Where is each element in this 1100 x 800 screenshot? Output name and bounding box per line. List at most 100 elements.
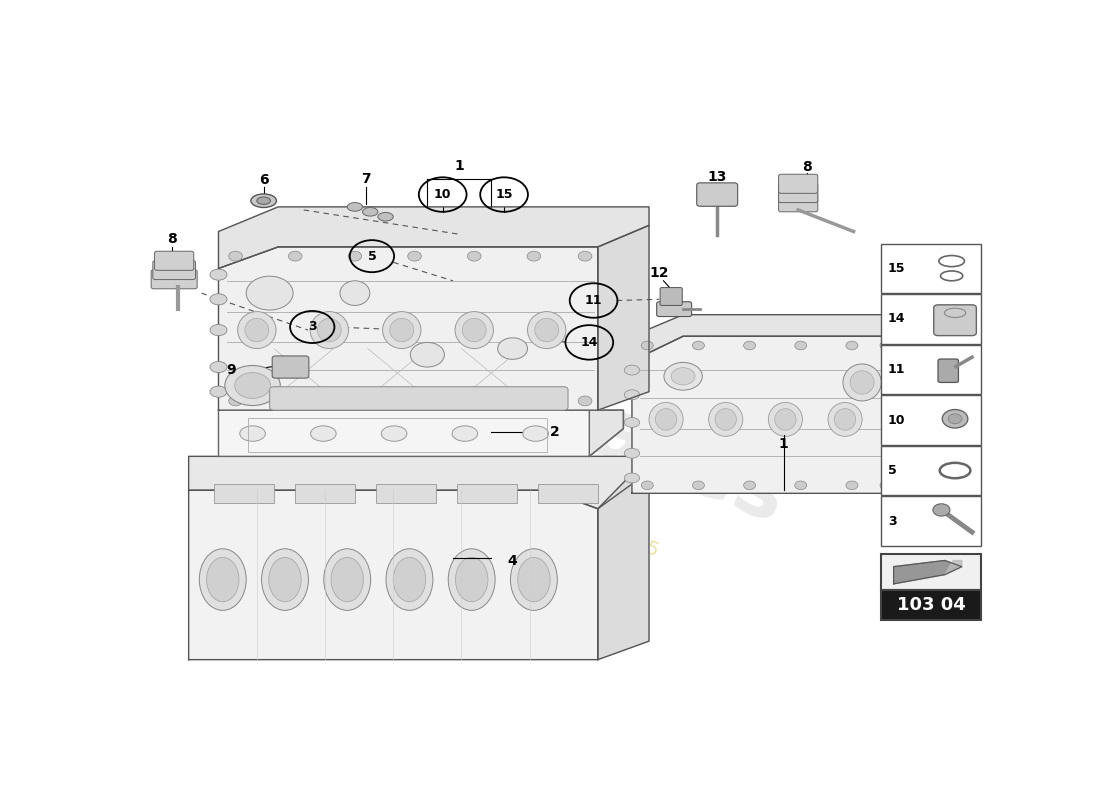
Ellipse shape xyxy=(625,390,639,400)
Circle shape xyxy=(693,341,704,350)
Ellipse shape xyxy=(850,370,875,394)
Circle shape xyxy=(579,396,592,406)
Ellipse shape xyxy=(671,368,695,385)
Ellipse shape xyxy=(210,362,227,373)
Circle shape xyxy=(795,481,806,490)
Polygon shape xyxy=(219,247,598,410)
Bar xyxy=(376,484,436,502)
FancyBboxPatch shape xyxy=(270,386,568,410)
Text: 7: 7 xyxy=(361,172,371,186)
FancyBboxPatch shape xyxy=(779,193,817,212)
Bar xyxy=(881,446,981,495)
FancyBboxPatch shape xyxy=(660,287,682,306)
Ellipse shape xyxy=(389,318,414,342)
Circle shape xyxy=(880,481,892,490)
Bar xyxy=(881,395,981,445)
Circle shape xyxy=(846,481,858,490)
Text: 3: 3 xyxy=(308,321,317,334)
Circle shape xyxy=(468,251,481,261)
Circle shape xyxy=(468,396,481,406)
Ellipse shape xyxy=(323,549,371,610)
Ellipse shape xyxy=(246,276,293,310)
Ellipse shape xyxy=(331,558,363,602)
Polygon shape xyxy=(631,314,938,361)
Text: 14: 14 xyxy=(888,313,905,326)
Bar xyxy=(295,484,355,502)
Polygon shape xyxy=(189,456,649,509)
Bar xyxy=(214,484,274,502)
Polygon shape xyxy=(219,207,649,269)
Ellipse shape xyxy=(382,426,407,442)
Ellipse shape xyxy=(664,362,702,390)
FancyBboxPatch shape xyxy=(272,356,309,378)
Polygon shape xyxy=(631,336,896,494)
Text: 4: 4 xyxy=(508,554,517,568)
Polygon shape xyxy=(590,410,624,456)
Bar xyxy=(881,294,981,344)
Text: 15: 15 xyxy=(495,188,513,201)
Ellipse shape xyxy=(625,473,639,483)
Ellipse shape xyxy=(234,373,271,398)
FancyBboxPatch shape xyxy=(657,302,692,317)
Text: 103 04: 103 04 xyxy=(896,596,966,614)
Bar xyxy=(881,554,981,590)
Ellipse shape xyxy=(251,194,276,207)
Text: 11: 11 xyxy=(585,294,603,307)
Ellipse shape xyxy=(943,410,968,428)
FancyBboxPatch shape xyxy=(154,251,194,270)
Ellipse shape xyxy=(535,318,559,342)
Ellipse shape xyxy=(497,338,528,359)
Ellipse shape xyxy=(843,364,881,401)
Ellipse shape xyxy=(528,311,565,349)
Ellipse shape xyxy=(383,311,421,349)
Ellipse shape xyxy=(768,402,802,436)
Ellipse shape xyxy=(715,409,736,430)
Bar xyxy=(881,590,981,619)
Text: 5: 5 xyxy=(888,464,896,477)
Ellipse shape xyxy=(625,365,639,375)
Bar xyxy=(881,496,981,546)
Ellipse shape xyxy=(410,342,444,367)
Ellipse shape xyxy=(455,311,494,349)
Bar xyxy=(881,345,981,394)
Ellipse shape xyxy=(452,426,477,442)
Text: 10: 10 xyxy=(888,414,905,426)
Ellipse shape xyxy=(378,213,394,221)
Ellipse shape xyxy=(835,409,856,430)
Text: 15: 15 xyxy=(888,262,905,275)
Text: 10: 10 xyxy=(433,188,451,201)
FancyBboxPatch shape xyxy=(934,305,977,336)
Ellipse shape xyxy=(828,402,862,436)
Ellipse shape xyxy=(948,414,961,424)
Ellipse shape xyxy=(210,386,227,398)
Ellipse shape xyxy=(245,318,268,342)
Circle shape xyxy=(408,251,421,261)
Circle shape xyxy=(229,396,242,406)
FancyBboxPatch shape xyxy=(938,359,958,382)
Circle shape xyxy=(744,341,756,350)
Text: 14: 14 xyxy=(581,336,598,349)
FancyBboxPatch shape xyxy=(151,270,197,289)
Ellipse shape xyxy=(386,549,433,610)
Ellipse shape xyxy=(455,558,488,602)
Text: 8: 8 xyxy=(802,160,812,174)
Circle shape xyxy=(527,251,541,261)
Ellipse shape xyxy=(448,549,495,610)
Ellipse shape xyxy=(363,207,378,216)
Text: 11: 11 xyxy=(888,363,905,376)
Bar xyxy=(881,244,981,293)
Polygon shape xyxy=(896,314,938,494)
Text: 1: 1 xyxy=(779,437,789,451)
Circle shape xyxy=(288,251,302,261)
Text: 1: 1 xyxy=(454,158,464,173)
Circle shape xyxy=(693,481,704,490)
Circle shape xyxy=(933,504,950,516)
Ellipse shape xyxy=(393,558,426,602)
Ellipse shape xyxy=(210,325,227,336)
Text: eurospares: eurospares xyxy=(278,267,798,541)
FancyBboxPatch shape xyxy=(153,261,196,279)
Text: 5: 5 xyxy=(367,250,376,262)
Text: 2: 2 xyxy=(550,425,560,438)
Text: 6: 6 xyxy=(258,174,268,187)
Ellipse shape xyxy=(522,426,549,442)
